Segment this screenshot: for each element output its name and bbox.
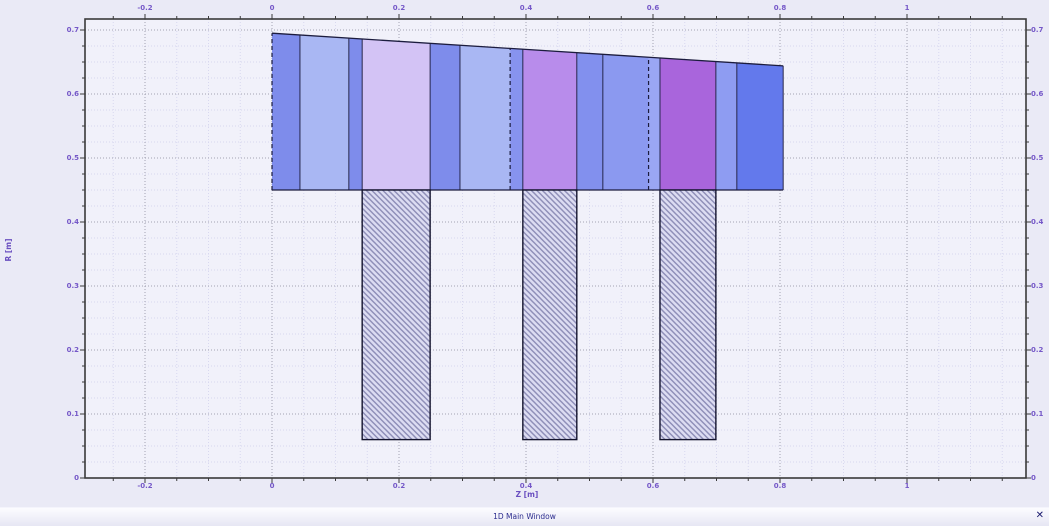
y-tick-label-right: 0.7 [1031, 26, 1044, 34]
y-tick-label-right: 0.3 [1031, 282, 1044, 290]
x-axis-title: Z [m] [515, 490, 539, 499]
x-tick-label-bottom: 0.8 [773, 482, 787, 490]
x-tick-label-top: 0 [269, 4, 275, 12]
structure-slice [715, 61, 737, 191]
x-tick-label-bottom: -0.2 [137, 482, 153, 490]
hatched-block [522, 189, 578, 441]
y-tick-label-left: 0.4 [66, 218, 79, 226]
structure-slice [648, 57, 660, 191]
hatched-block [659, 189, 717, 441]
structure-slice [659, 57, 716, 191]
x-tick-label-top: 0.4 [519, 4, 533, 12]
y-tick-label-right: 0.6 [1031, 90, 1044, 98]
structure-slice [272, 33, 300, 191]
structure-slice [430, 43, 460, 191]
y-tick-label-left: 0.1 [66, 410, 79, 418]
y-tick-label-right: 0.5 [1031, 154, 1044, 162]
structure-slice [602, 54, 649, 191]
structure-slice [510, 48, 523, 191]
y-tick-label-right: 0.1 [1031, 410, 1044, 418]
y-tick-label-left: 0.6 [66, 90, 79, 98]
y-tick-label-left: 0.7 [66, 26, 79, 34]
x-tick-label-top: 0.2 [392, 4, 406, 12]
status-bar: 1D Main Window ✕ [0, 507, 1049, 526]
structure-slice [576, 52, 603, 191]
y-tick-label-right: 0 [1031, 474, 1036, 482]
x-tick-label-top: 1 [904, 4, 910, 12]
structure-slice [522, 49, 577, 191]
x-tick-label-bottom: 1 [904, 482, 910, 490]
y-tick-label-right: 0.4 [1031, 218, 1044, 226]
structure-slice [362, 38, 431, 191]
x-tick-label-top: -0.2 [137, 4, 153, 12]
x-tick-label-bottom: 0.2 [392, 482, 406, 490]
x-tick-label-top: 0.8 [773, 4, 787, 12]
y-tick-label-left: 0.3 [66, 282, 79, 290]
structure-slice [348, 38, 363, 191]
y-tick-label-right: 0.2 [1031, 346, 1044, 354]
x-tick-label-top: 0.6 [646, 4, 660, 12]
structure-slice [459, 45, 511, 191]
close-icon[interactable]: ✕ [1035, 510, 1044, 521]
y-tick-label-left: 0.5 [66, 154, 79, 162]
y-tick-label-left: 0.2 [66, 346, 79, 354]
x-tick-label-bottom: 0 [269, 482, 275, 490]
window-title: 1D Main Window [493, 512, 556, 521]
y-axis-title: R [m] [4, 238, 13, 262]
structure-slice [299, 34, 349, 191]
x-tick-label-bottom: 0.6 [646, 482, 660, 490]
x-tick-label-bottom: 0.4 [519, 482, 533, 490]
y-tick-label-left: 0 [74, 474, 79, 482]
hatched-block [361, 189, 431, 441]
structure-slice [736, 62, 784, 191]
